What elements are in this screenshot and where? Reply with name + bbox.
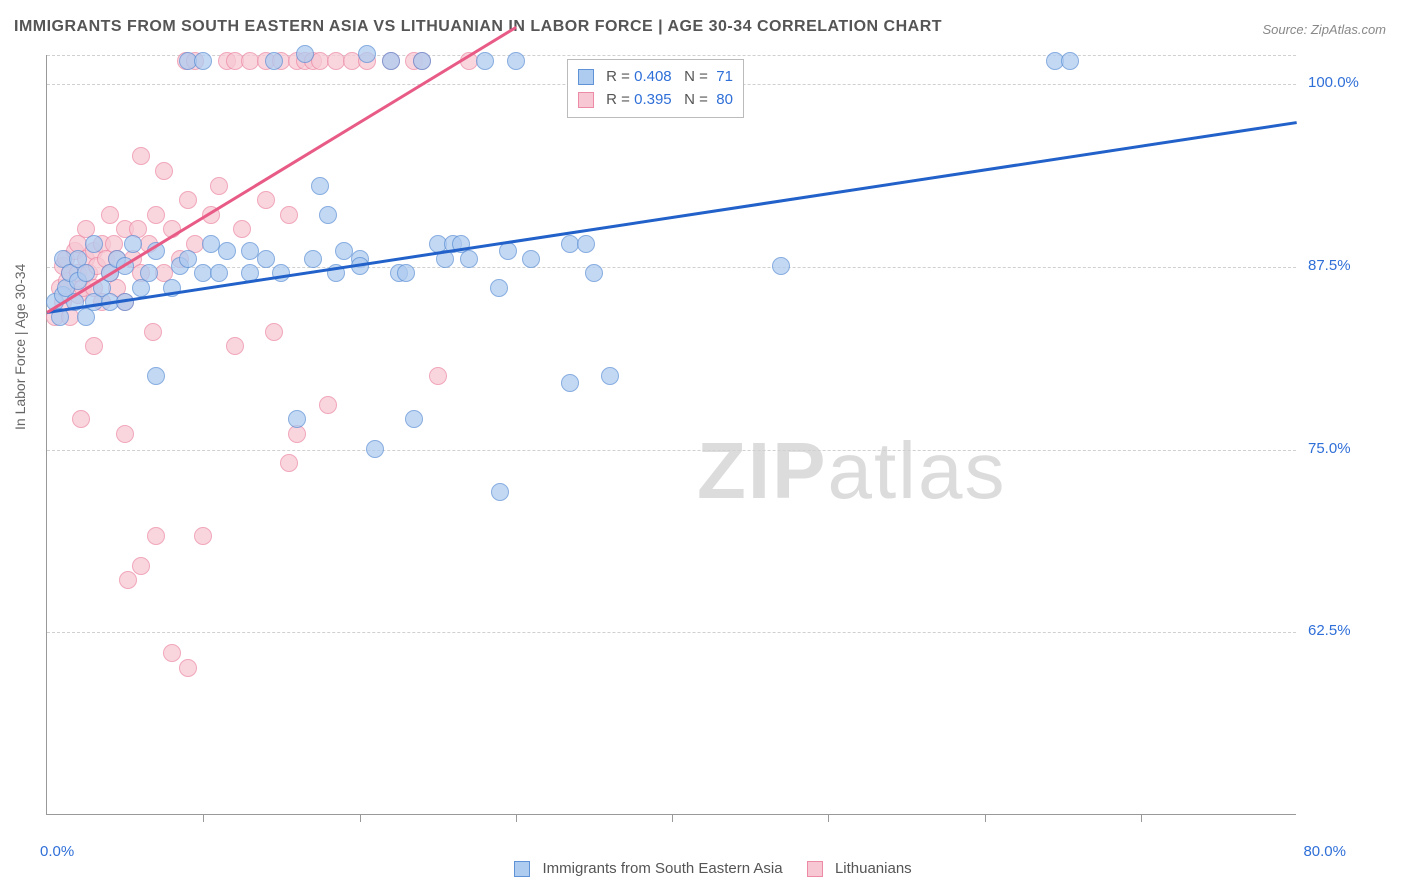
data-point xyxy=(147,367,165,385)
source-attribution: Source: ZipAtlas.com xyxy=(1262,22,1386,37)
x-tick xyxy=(1141,814,1142,822)
data-point xyxy=(210,177,228,195)
data-point xyxy=(577,235,595,253)
data-point xyxy=(116,425,134,443)
data-point xyxy=(429,367,447,385)
legend-swatch-a xyxy=(578,69,594,85)
data-point xyxy=(280,454,298,472)
data-point xyxy=(132,147,150,165)
legend-swatch-b xyxy=(578,92,594,108)
legend-swatch-series-a xyxy=(514,861,530,877)
data-point xyxy=(601,367,619,385)
plot-area: ZIPatlas R = 0.408 N = 71 R = 0.395 N = … xyxy=(46,55,1296,815)
data-point xyxy=(147,206,165,224)
data-point xyxy=(280,206,298,224)
gridline xyxy=(47,267,1296,268)
data-point xyxy=(288,410,306,428)
data-point xyxy=(119,571,137,589)
x-tick xyxy=(672,814,673,822)
data-point xyxy=(296,45,314,63)
y-tick-label: 75.0% xyxy=(1308,440,1351,457)
correlation-legend: R = 0.408 N = 71 R = 0.395 N = 80 xyxy=(567,59,744,118)
data-point xyxy=(144,323,162,341)
data-point xyxy=(358,45,376,63)
data-point xyxy=(101,206,119,224)
data-point xyxy=(491,483,509,501)
y-tick-label: 62.5% xyxy=(1308,622,1351,639)
data-point xyxy=(85,337,103,355)
data-point xyxy=(561,374,579,392)
data-point xyxy=(179,191,197,209)
data-point xyxy=(155,162,173,180)
data-point xyxy=(405,410,423,428)
data-point xyxy=(140,264,158,282)
data-point xyxy=(194,52,212,70)
legend-row-a: R = 0.408 N = 71 xyxy=(578,66,733,89)
data-point xyxy=(304,250,322,268)
y-tick-label: 87.5% xyxy=(1308,257,1351,274)
data-point xyxy=(210,264,228,282)
watermark: ZIPatlas xyxy=(697,425,1006,517)
legend-swatch-series-b xyxy=(807,861,823,877)
data-point xyxy=(163,644,181,662)
data-point xyxy=(272,264,290,282)
x-tick xyxy=(203,814,204,822)
data-point xyxy=(522,250,540,268)
legend-label-a: Immigrants from South Eastern Asia xyxy=(542,860,782,877)
x-tick xyxy=(828,814,829,822)
data-point xyxy=(265,323,283,341)
trend-line xyxy=(47,121,1297,313)
x-tick xyxy=(985,814,986,822)
x-max-label: 80.0% xyxy=(1303,843,1346,860)
data-point xyxy=(382,52,400,70)
data-point xyxy=(257,250,275,268)
data-point xyxy=(194,527,212,545)
data-point xyxy=(1061,52,1079,70)
data-point xyxy=(147,527,165,545)
x-tick xyxy=(516,814,517,822)
data-point xyxy=(476,52,494,70)
x-min-label: 0.0% xyxy=(40,843,74,860)
data-point xyxy=(311,177,329,195)
gridline xyxy=(47,632,1296,633)
data-point xyxy=(179,250,197,268)
data-point xyxy=(265,52,283,70)
data-point xyxy=(72,410,90,428)
data-point xyxy=(397,264,415,282)
data-point xyxy=(413,52,431,70)
y-tick-label: 100.0% xyxy=(1308,74,1359,91)
data-point xyxy=(319,206,337,224)
data-point xyxy=(585,264,603,282)
chart-title: IMMIGRANTS FROM SOUTH EASTERN ASIA VS LI… xyxy=(14,18,942,36)
data-point xyxy=(460,250,478,268)
data-point xyxy=(85,235,103,253)
data-point xyxy=(218,242,236,260)
data-point xyxy=(257,191,275,209)
gridline xyxy=(47,450,1296,451)
series-legend: Immigrants from South Eastern Asia Lithu… xyxy=(0,860,1406,877)
data-point xyxy=(499,242,517,260)
data-point xyxy=(366,440,384,458)
data-point xyxy=(226,337,244,355)
y-axis-title: In Labor Force | Age 30-34 xyxy=(12,264,28,430)
data-point xyxy=(77,264,95,282)
data-point xyxy=(179,659,197,677)
x-tick xyxy=(360,814,361,822)
data-point xyxy=(507,52,525,70)
data-point xyxy=(490,279,508,297)
data-point xyxy=(233,220,251,238)
data-point xyxy=(772,257,790,275)
data-point xyxy=(124,235,142,253)
data-point xyxy=(319,396,337,414)
data-point xyxy=(132,557,150,575)
legend-label-b: Lithuanians xyxy=(835,860,912,877)
legend-row-b: R = 0.395 N = 80 xyxy=(578,89,733,112)
